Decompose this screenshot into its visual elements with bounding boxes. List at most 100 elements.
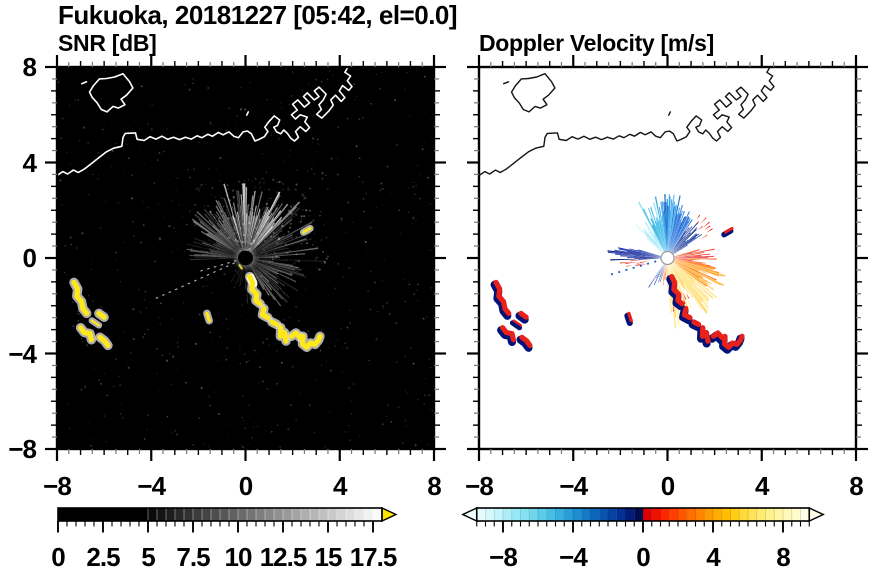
noise-speckle — [200, 183, 203, 186]
noise-speckle — [323, 224, 325, 226]
noise-speckle — [193, 377, 196, 379]
noise-speckle — [317, 269, 319, 271]
noise-speckle — [95, 100, 97, 101]
noise-speckle — [430, 136, 432, 138]
noise-speckle — [290, 212, 293, 215]
noise-speckle — [219, 156, 222, 159]
radar-ray — [670, 258, 693, 261]
noise-speckle — [237, 240, 240, 243]
noise-speckle — [326, 187, 329, 191]
radar-ray — [222, 214, 244, 254]
noise-speckle — [231, 206, 234, 208]
radar-ray — [670, 258, 703, 264]
noise-speckle — [309, 248, 311, 250]
noise-speckle — [369, 363, 371, 365]
radar-ray — [672, 262, 696, 285]
noise-speckle — [408, 283, 411, 286]
noise-speckle — [394, 99, 397, 102]
noise-speckle — [159, 323, 161, 326]
noise-speckle — [260, 234, 262, 236]
noise-speckle — [84, 128, 86, 130]
dashed-ray — [200, 260, 237, 272]
noise-speckle — [257, 258, 259, 260]
radar-ray — [672, 258, 717, 260]
radar-ray — [636, 263, 646, 266]
noise-speckle — [235, 229, 237, 231]
noise-speckle — [369, 308, 372, 311]
noise-speckle — [242, 446, 245, 449]
noise-speckle — [271, 256, 274, 259]
radar-ray — [250, 262, 270, 283]
noise-speckle — [306, 93, 308, 95]
vel-frame — [477, 65, 858, 451]
noise-speckle — [242, 234, 245, 236]
noise-speckle — [250, 245, 253, 248]
noise-speckle — [158, 237, 161, 240]
noise-speckle — [272, 178, 274, 180]
radar-ray — [668, 260, 682, 287]
noise-speckle — [219, 173, 222, 176]
radar-ray — [654, 221, 666, 253]
vel-x-tick-label: 8 — [849, 471, 863, 501]
noise-speckle — [250, 252, 251, 254]
noise-speckle — [131, 129, 133, 131]
radar-ray — [246, 211, 251, 252]
noise-speckle — [240, 124, 243, 126]
noise-speckle — [237, 213, 239, 215]
radar-ray — [246, 218, 261, 255]
radar-ray — [248, 262, 264, 290]
radar-ray — [672, 260, 700, 274]
radar-ray — [247, 259, 288, 303]
radar-ray — [662, 262, 667, 281]
radar-ray — [194, 237, 240, 256]
radar-ray — [638, 258, 663, 260]
radar-ray — [249, 229, 283, 255]
noise-speckle — [233, 215, 235, 216]
radar-ray — [669, 204, 683, 252]
noise-speckle — [417, 164, 419, 167]
noise-speckle — [279, 445, 282, 448]
noise-speckle — [349, 439, 351, 441]
radar-ray — [648, 263, 665, 288]
echo-chain — [724, 226, 734, 234]
noise-speckle — [252, 426, 255, 428]
noise-speckle — [209, 213, 211, 215]
noise-speckle — [247, 359, 249, 361]
noise-speckle — [295, 235, 298, 238]
radar-ray — [250, 238, 313, 257]
noise-speckle — [178, 204, 180, 206]
noise-speckle — [424, 141, 426, 143]
noise-speckle — [365, 363, 367, 366]
noise-speckle — [194, 224, 197, 227]
radar-ray — [247, 215, 295, 257]
noise-speckle — [159, 238, 162, 241]
noise-speckle — [428, 408, 430, 409]
noise-speckle — [261, 238, 263, 240]
radar-ray — [251, 253, 306, 258]
noise-speckle — [99, 226, 102, 229]
noise-speckle — [320, 80, 323, 83]
noise-speckle — [141, 408, 143, 410]
noise-speckle — [114, 358, 117, 361]
snr-cb-segment — [274, 508, 283, 521]
noise-speckle — [176, 177, 179, 179]
noise-speckle — [311, 349, 313, 352]
radar-ray — [669, 260, 709, 305]
echo-chain-glow — [203, 309, 213, 325]
noise-speckle — [121, 403, 123, 405]
radar-ray — [210, 254, 242, 258]
noise-speckle — [254, 226, 258, 230]
noise-speckle — [358, 157, 361, 159]
noise-speckle — [117, 83, 119, 85]
noise-speckle — [127, 157, 130, 160]
radar-ray — [672, 259, 716, 269]
noise-speckle — [193, 168, 195, 170]
noise-speckle — [79, 256, 81, 258]
snr-cb-segment — [139, 508, 148, 521]
radar-ray — [626, 265, 633, 267]
noise-speckle — [425, 378, 427, 380]
radar-ray — [243, 183, 246, 252]
noise-speckle — [276, 191, 278, 194]
radar-ray — [673, 255, 714, 258]
noise-speckle — [245, 361, 248, 364]
